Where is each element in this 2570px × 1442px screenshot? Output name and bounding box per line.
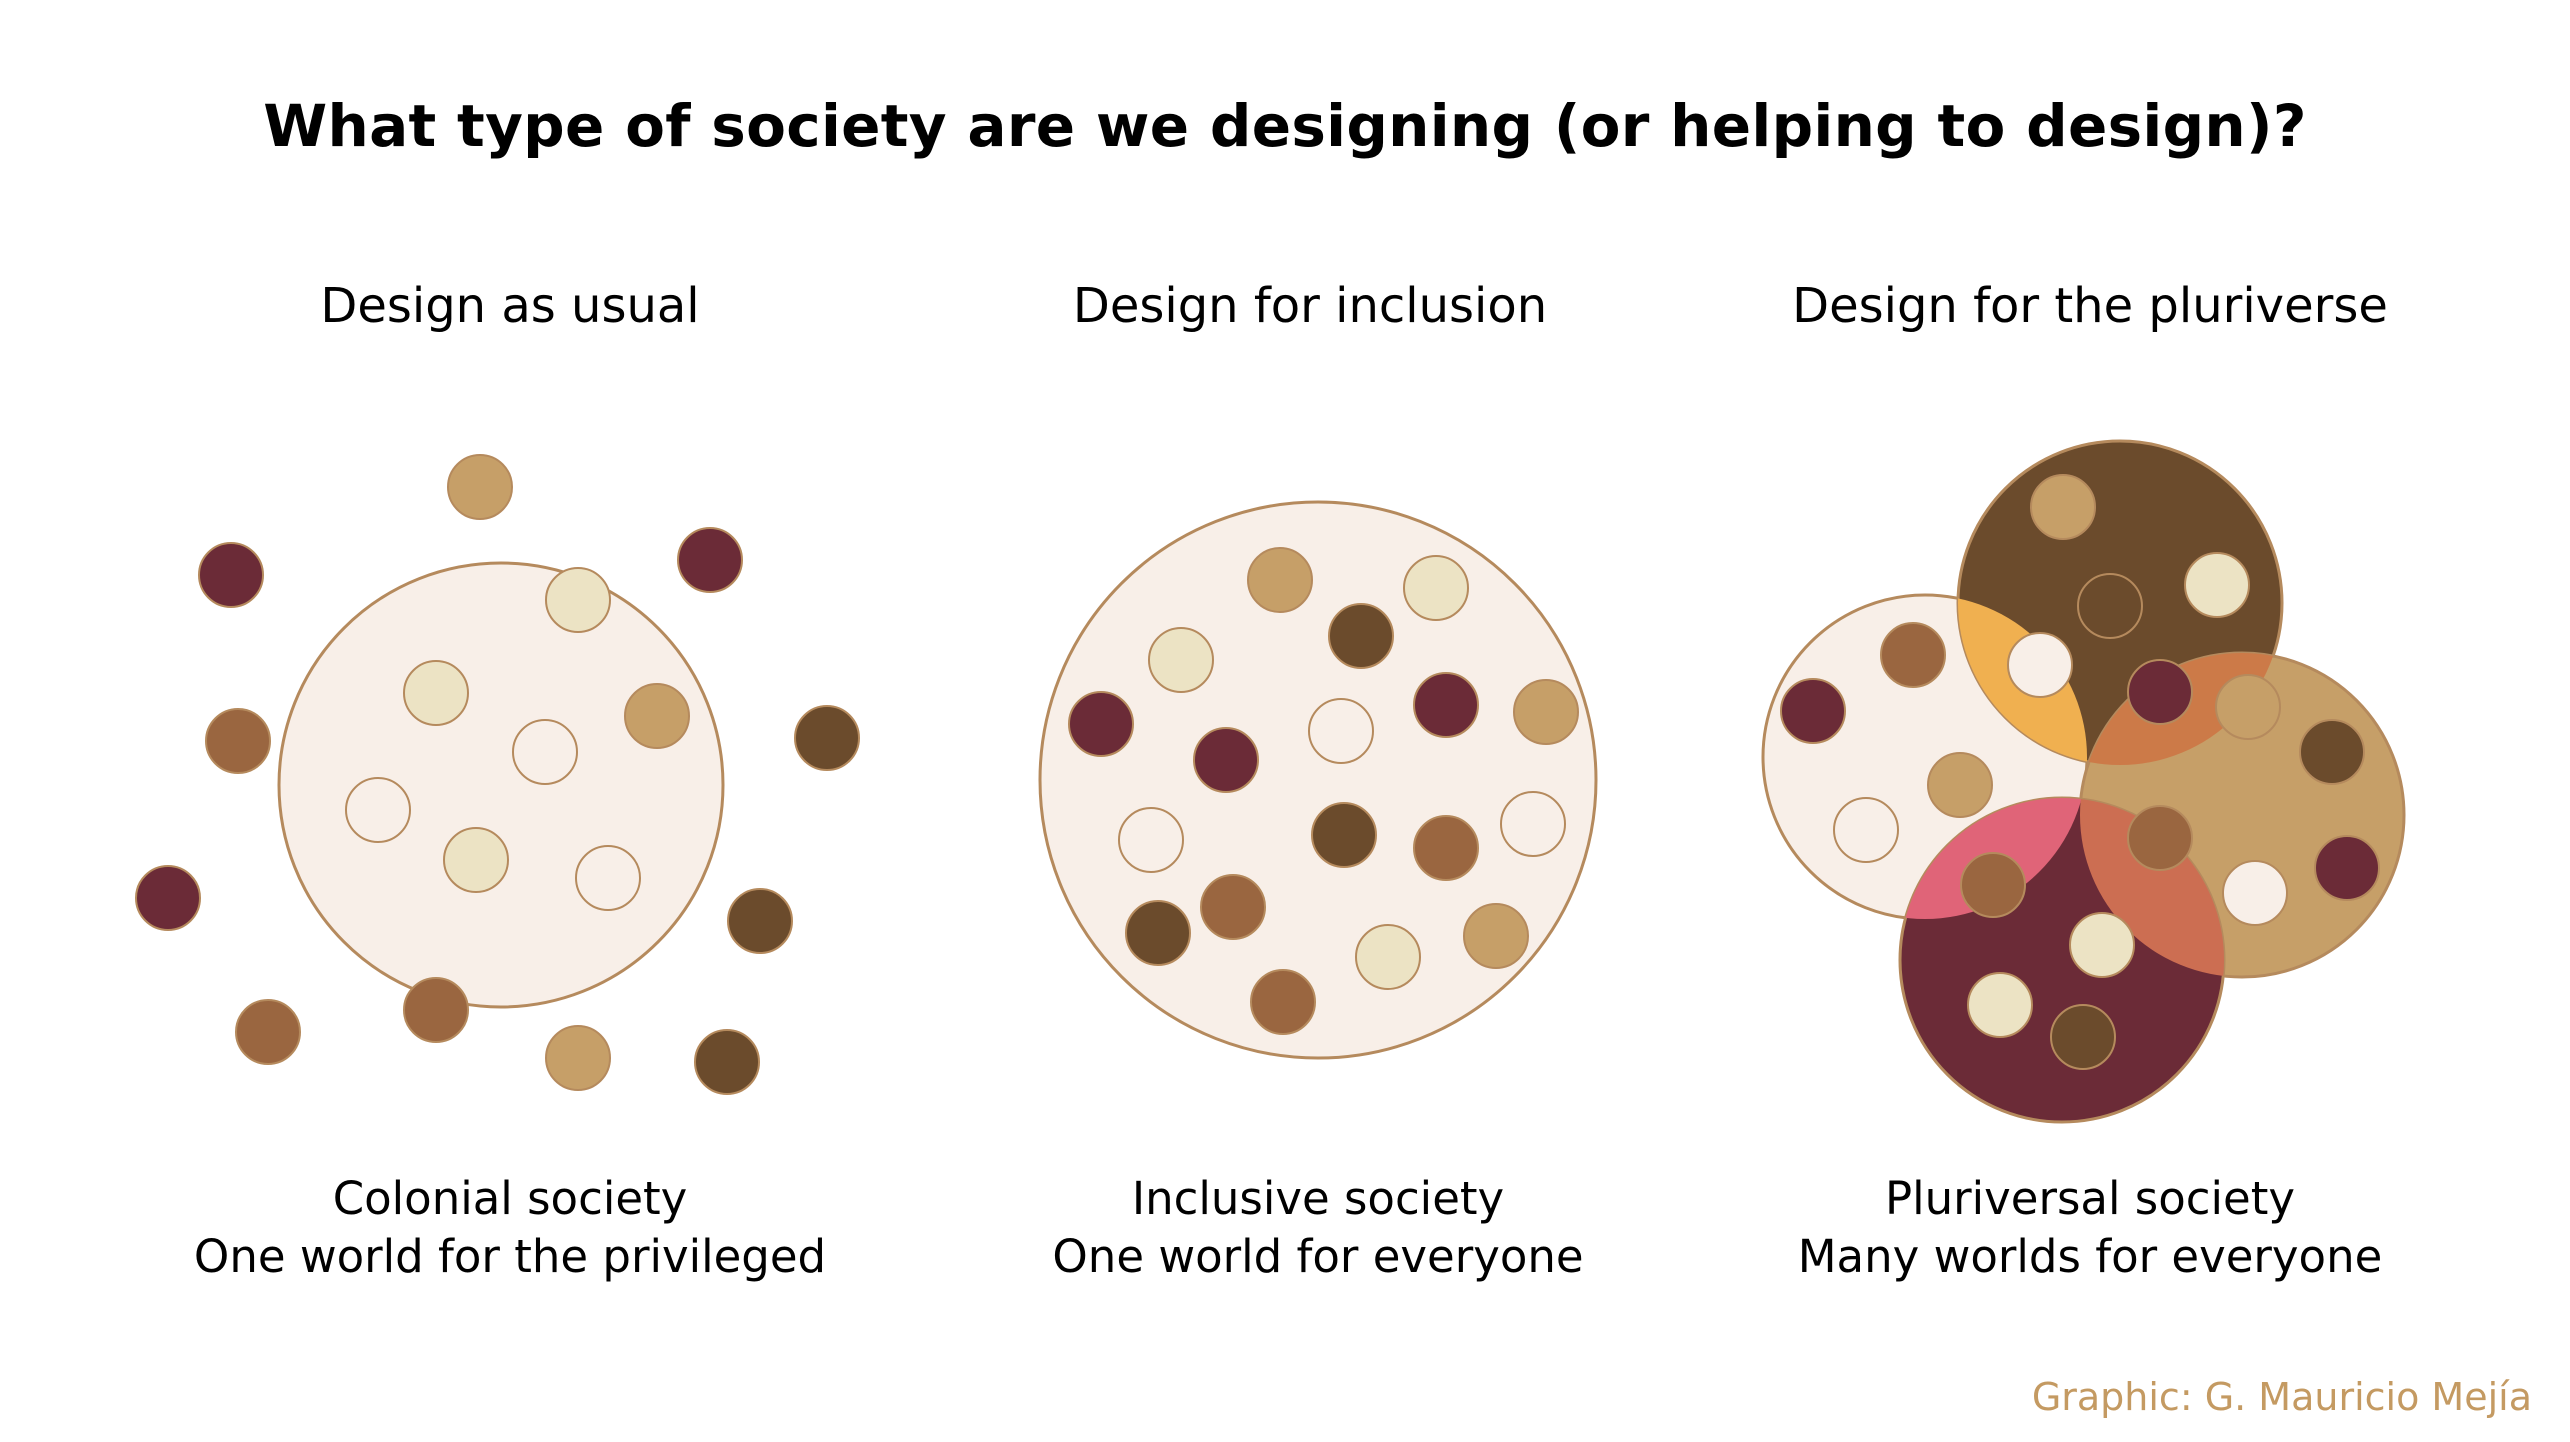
heading-design-for-pluriverse: Design for the pluriverse	[1792, 278, 2388, 334]
person-dot	[1308, 698, 1374, 764]
caption-line-2: One world for the privileged	[193, 1230, 827, 1283]
person-dot	[545, 567, 611, 633]
overlap-region	[2080, 653, 2282, 765]
person-dot	[1200, 874, 1266, 940]
overlap-region	[1958, 595, 2087, 765]
person-dot	[447, 454, 513, 520]
person-dot	[624, 683, 690, 749]
person-dot	[727, 888, 793, 954]
person-dot	[575, 845, 641, 911]
person-dot	[1780, 678, 1846, 744]
person-dot	[2299, 719, 2365, 785]
overlap-region	[1900, 798, 2087, 919]
person-dot	[1513, 679, 1579, 745]
person-dot	[235, 999, 301, 1065]
person-dot	[2050, 1004, 2116, 1070]
world-circle	[277, 561, 725, 1009]
person-dot	[1125, 900, 1191, 966]
person-dot	[2184, 552, 2250, 618]
person-dot	[2127, 805, 2193, 871]
page-title: What type of society are we designing (o…	[263, 92, 2307, 160]
person-dot	[1355, 924, 1421, 990]
person-dot	[2222, 860, 2288, 926]
person-dot	[2215, 674, 2281, 740]
person-dot	[2069, 912, 2135, 978]
caption-colonial-society: Colonial society One world for the privi…	[80, 1170, 940, 1286]
person-dot	[2030, 474, 2096, 540]
overlap-region	[2080, 798, 2224, 977]
person-dot	[1118, 807, 1184, 873]
person-dot	[1068, 691, 1134, 757]
graphic-credit: Graphic: G. Mauricio Mejía	[2031, 1375, 2532, 1419]
heading-design-for-inclusion: Design for inclusion	[1072, 278, 1548, 334]
person-dot	[794, 705, 860, 771]
caption-line-1: Inclusive society	[1131, 1172, 1505, 1225]
person-dot	[1967, 972, 2033, 1038]
person-dot	[443, 827, 509, 893]
person-dot	[205, 708, 271, 774]
heading-design-as-usual: Design as usual	[320, 278, 700, 334]
colonial-society-diagram	[135, 454, 860, 1095]
caption-line-2: Many worlds for everyone	[1797, 1230, 2383, 1283]
person-dot	[403, 977, 469, 1043]
person-dot	[1247, 547, 1313, 613]
person-dot	[2077, 573, 2143, 639]
person-dot	[198, 542, 264, 608]
person-dot	[694, 1029, 760, 1095]
person-dot	[512, 719, 578, 785]
person-dot	[1463, 903, 1529, 969]
caption-pluriversal-society: Pluriversal society Many worlds for ever…	[1660, 1170, 2520, 1286]
person-dot	[677, 527, 743, 593]
caption-line-1: Colonial society	[332, 1172, 688, 1225]
caption-line-1: Pluriversal society	[1885, 1172, 2295, 1225]
pluriversal-society-diagram	[1761, 439, 2406, 1124]
person-dot	[1403, 555, 1469, 621]
person-dot	[545, 1025, 611, 1091]
world-circle	[1038, 500, 1598, 1060]
person-dot	[1413, 815, 1479, 881]
person-dot	[345, 777, 411, 843]
person-dot	[1927, 752, 1993, 818]
person-dot	[135, 865, 201, 931]
person-dot	[2127, 659, 2193, 725]
person-dot	[1328, 603, 1394, 669]
person-dot	[1148, 627, 1214, 693]
person-dot	[2007, 632, 2073, 698]
inclusive-society-diagram	[1038, 500, 1598, 1060]
person-dot	[1833, 797, 1899, 863]
person-dot	[1311, 802, 1377, 868]
person-dot	[1500, 791, 1566, 857]
person-dot	[1880, 622, 1946, 688]
person-dot	[1960, 852, 2026, 918]
caption-inclusive-society: Inclusive society One world for everyone	[888, 1170, 1748, 1286]
person-dot	[1250, 969, 1316, 1035]
person-dot	[1413, 672, 1479, 738]
person-dot	[1193, 727, 1259, 793]
person-dot	[403, 660, 469, 726]
caption-line-2: One world for everyone	[1052, 1230, 1584, 1283]
person-dot	[2314, 835, 2380, 901]
